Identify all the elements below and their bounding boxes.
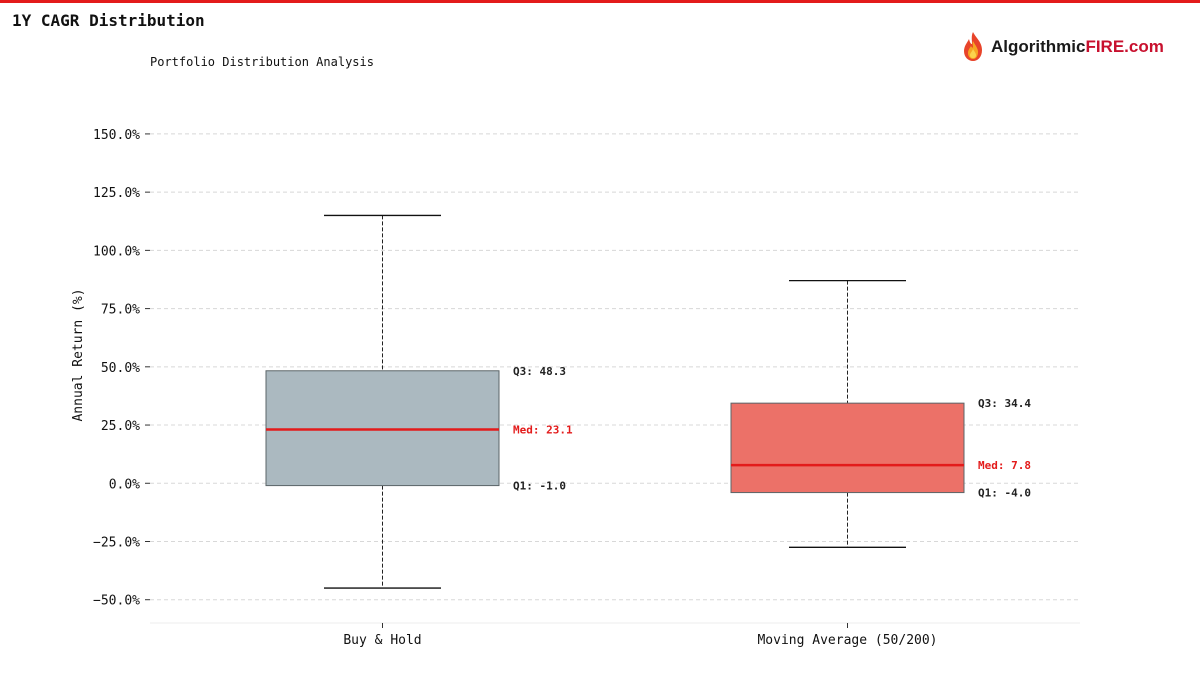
y-tick-label: 125.0%	[93, 186, 140, 201]
top-accent-bar	[0, 0, 1200, 3]
median-label: Med: 23.1	[513, 423, 573, 436]
x-tick-label: Buy & Hold	[343, 633, 421, 648]
q3-label: Q3: 48.3	[513, 365, 566, 378]
y-axis-label: Annual Return (%)	[71, 288, 86, 421]
y-tick-label: 75.0%	[101, 303, 140, 318]
logo-text-dark: Algorithmic	[991, 37, 1086, 56]
box-1: Q3: 34.4 Med: 7.8 Q1: -4.0	[730, 279, 1031, 548]
median-label: Med: 7.8	[978, 459, 1031, 472]
x-tick-label: Moving Average (50/200)	[757, 633, 937, 648]
logo: AlgorithmicFIRE.com	[960, 30, 1164, 64]
y-tick-label: 100.0%	[93, 244, 140, 259]
grid-lines	[150, 133, 1080, 601]
q3-label: Q3: 34.4	[978, 397, 1031, 410]
flame-logo-icon	[964, 32, 982, 61]
page-title: 1Y CAGR Distribution	[12, 11, 205, 30]
y-tick-label: 0.0%	[109, 477, 140, 492]
y-tick-label: 50.0%	[101, 361, 140, 376]
boxes: Q3: 48.3 Med: 23.1 Q1: -1.0 Q3: 34.4 Med: 7.…	[265, 214, 1031, 589]
q1-label: Q1: -1.0	[513, 480, 566, 493]
q1-label: Q1: -4.0	[978, 487, 1031, 500]
box-0: Q3: 48.3 Med: 23.1 Q1: -1.0	[265, 214, 573, 589]
logo-text-red: FIRE.com	[1085, 37, 1164, 56]
axes: −50.0% −25.0% 0.0% 25.0% 50.0% 75.0% 100.0% 125…	[93, 128, 1080, 648]
iqr-box	[265, 370, 500, 487]
y-tick-label: 150.0%	[93, 128, 140, 143]
logo-text: AlgorithmicFIRE.com	[991, 37, 1164, 57]
y-tick-label: −50.0%	[93, 594, 140, 609]
y-tick-label: −25.0%	[93, 535, 140, 550]
chart-subtitle: Portfolio Distribution Analysis	[150, 55, 374, 69]
y-tick-label: 25.0%	[101, 419, 140, 434]
iqr-box	[730, 402, 965, 494]
